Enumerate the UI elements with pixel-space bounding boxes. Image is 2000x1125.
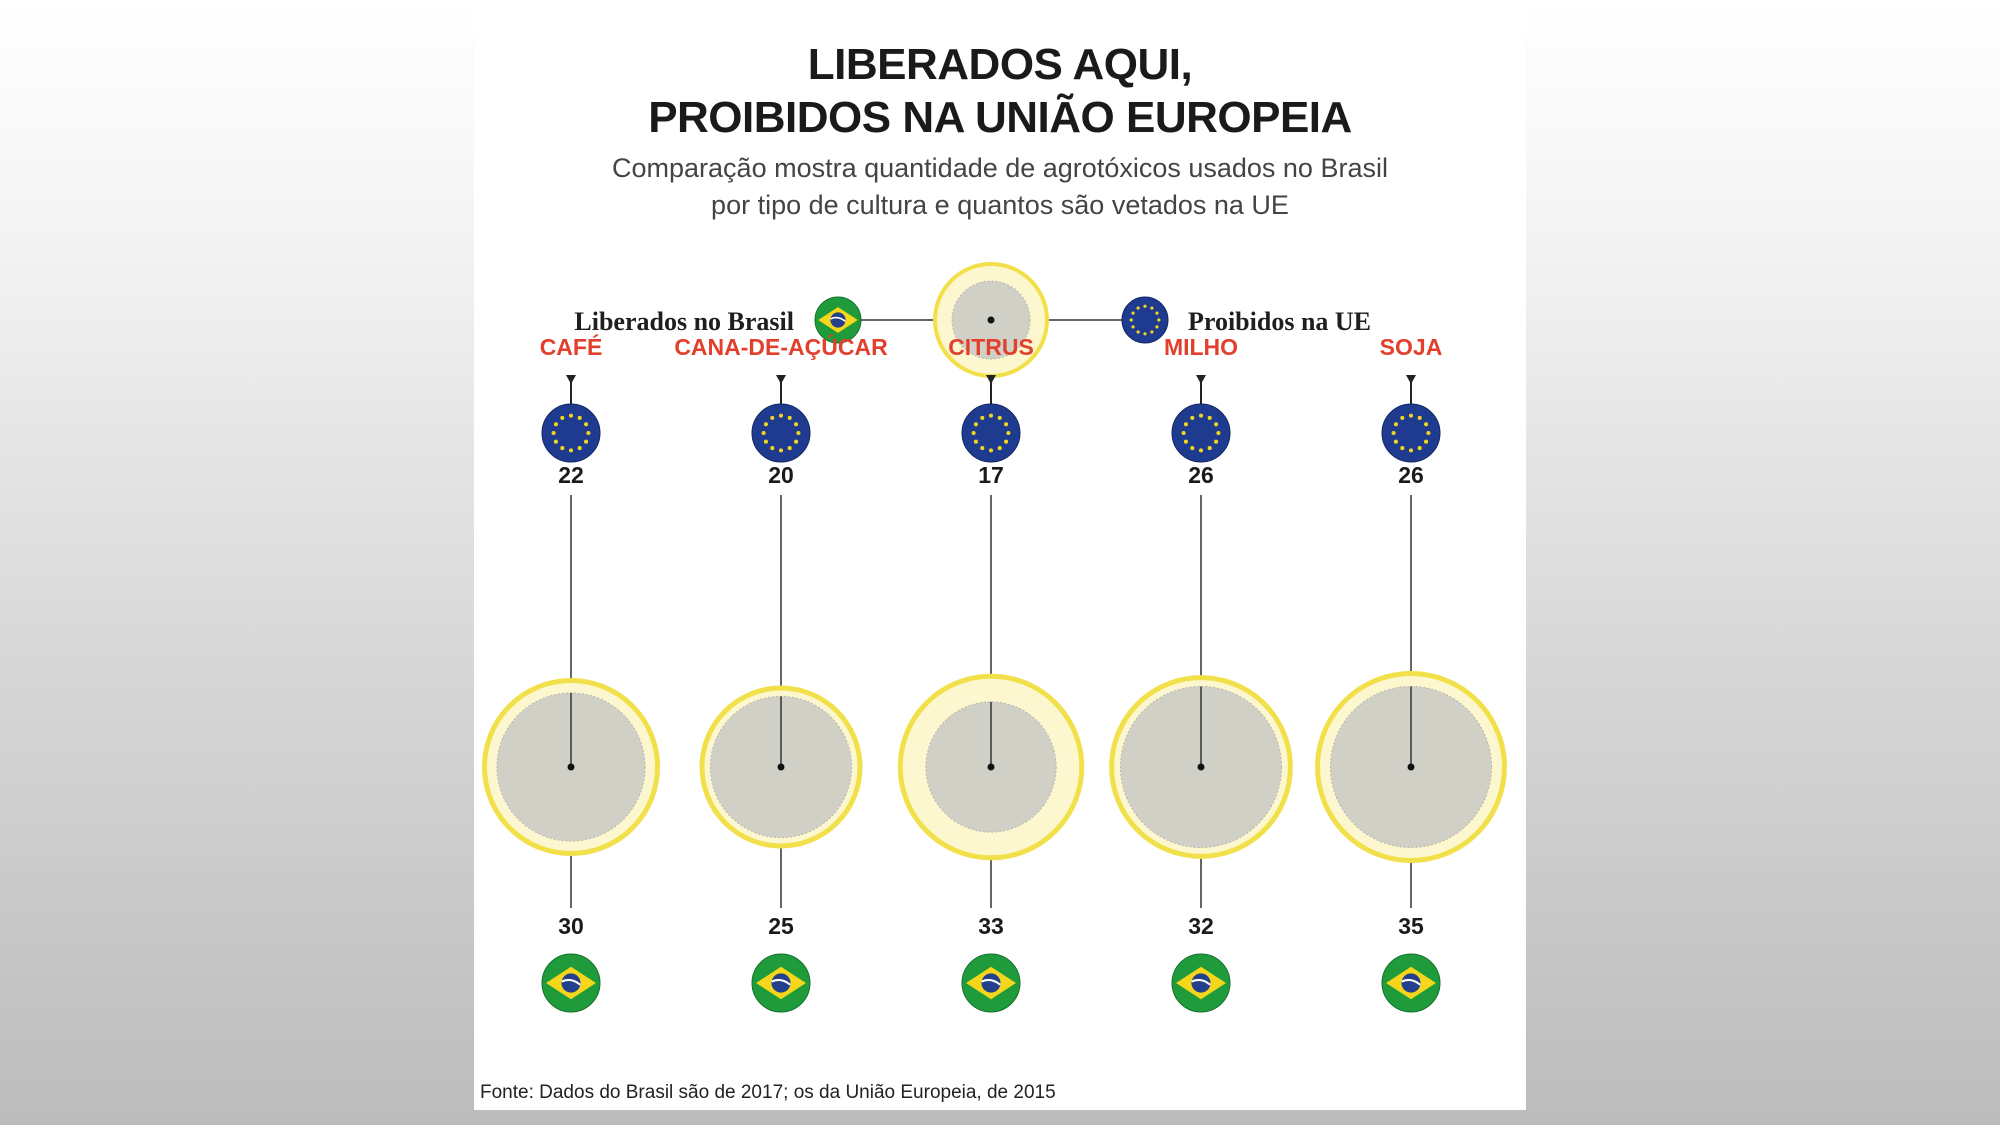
brazil-flag-icon (814, 296, 862, 344)
eu-value-label: 22 (558, 462, 584, 488)
legend-eu-label: Proibidos na UE (1188, 307, 1371, 336)
crop-label: CITRUS (948, 334, 1034, 360)
crop-column: CITRUS 17 33 (897, 334, 1085, 1013)
crop-column: CANA-DE-AÇÚCAR 20 25 (674, 333, 888, 1013)
crop-columns: CAFÉ 22 30 CANA-DE-AÇÚCAR 20 25 CITRUS 17 33 MILH… (481, 333, 1507, 1013)
brazil-value-label: 33 (978, 913, 1004, 939)
crop-tick-arrow (1196, 375, 1206, 384)
crop-column: CAFÉ 22 30 (481, 333, 661, 1013)
infographic-card: LIBERADOS AQUI, PROIBIDOS NA UNIÃO EUROP… (474, 0, 1526, 1110)
eu-value-label: 20 (768, 462, 794, 488)
bubble-center-dot (777, 763, 785, 771)
legend-brazil-label: Liberados no Brasil (574, 307, 794, 336)
eu-flag-icon (1381, 403, 1441, 463)
brazil-value-label: 30 (558, 913, 584, 939)
crop-tick-arrow (1406, 375, 1416, 384)
legend-center-dot (987, 316, 995, 324)
crop-label: CANA-DE-AÇÚCAR (674, 333, 888, 360)
brazil-flag-icon (961, 953, 1021, 1013)
subtitle-line-2: por tipo de cultura e quantos são vetado… (711, 190, 1289, 220)
crop-tick-arrow (986, 375, 996, 384)
bubble-center-dot (987, 763, 995, 771)
brazil-value-label: 32 (1188, 913, 1214, 939)
bubble-center-dot (1407, 763, 1415, 771)
brazil-flag-icon (541, 953, 601, 1013)
eu-flag-icon (751, 403, 811, 463)
eu-value-label: 26 (1398, 462, 1424, 488)
eu-flag-icon (1171, 403, 1231, 463)
chart-subtitle: Comparação mostra quantidade de agrotóxi… (474, 150, 1526, 224)
brazil-flag-icon (751, 953, 811, 1013)
eu-value-label: 17 (978, 462, 1004, 488)
brazil-flag-icon (1381, 953, 1441, 1013)
subtitle-line-1: Comparação mostra quantidade de agrotóxi… (612, 153, 1388, 183)
title-line-2: PROIBIDOS NA UNIÃO EUROPEIA (648, 93, 1352, 142)
eu-flag-icon (961, 403, 1021, 463)
source-note: Fonte: Dados do Brasil são de 2017; os d… (480, 1082, 1056, 1103)
crop-tick-arrow (566, 375, 576, 384)
brazil-flag-icon (1171, 953, 1231, 1013)
bubble-center-dot (567, 763, 575, 771)
crop-label: SOJA (1380, 334, 1443, 360)
bubble-chart: Liberados no Brasil Proibidos na UE CAFÉ… (474, 250, 1526, 1050)
brazil-value-label: 35 (1398, 913, 1424, 939)
bubble-center-dot (1197, 763, 1205, 771)
title-line-1: LIBERADOS AQUI, (807, 40, 1193, 89)
crop-tick-arrow (776, 375, 786, 384)
crop-column: SOJA 26 35 (1315, 334, 1507, 1013)
eu-value-label: 26 (1188, 462, 1214, 488)
crop-label: MILHO (1164, 334, 1238, 360)
crop-label: CAFÉ (540, 333, 603, 360)
eu-flag-icon (541, 403, 601, 463)
brazil-value-label: 25 (768, 913, 794, 939)
chart-title: LIBERADOS AQUI, PROIBIDOS NA UNIÃO EUROP… (474, 38, 1526, 144)
legend: Liberados no Brasil Proibidos na UE (574, 262, 1371, 378)
crop-column: MILHO 26 32 (1109, 334, 1293, 1013)
eu-flag-icon (1121, 296, 1169, 344)
